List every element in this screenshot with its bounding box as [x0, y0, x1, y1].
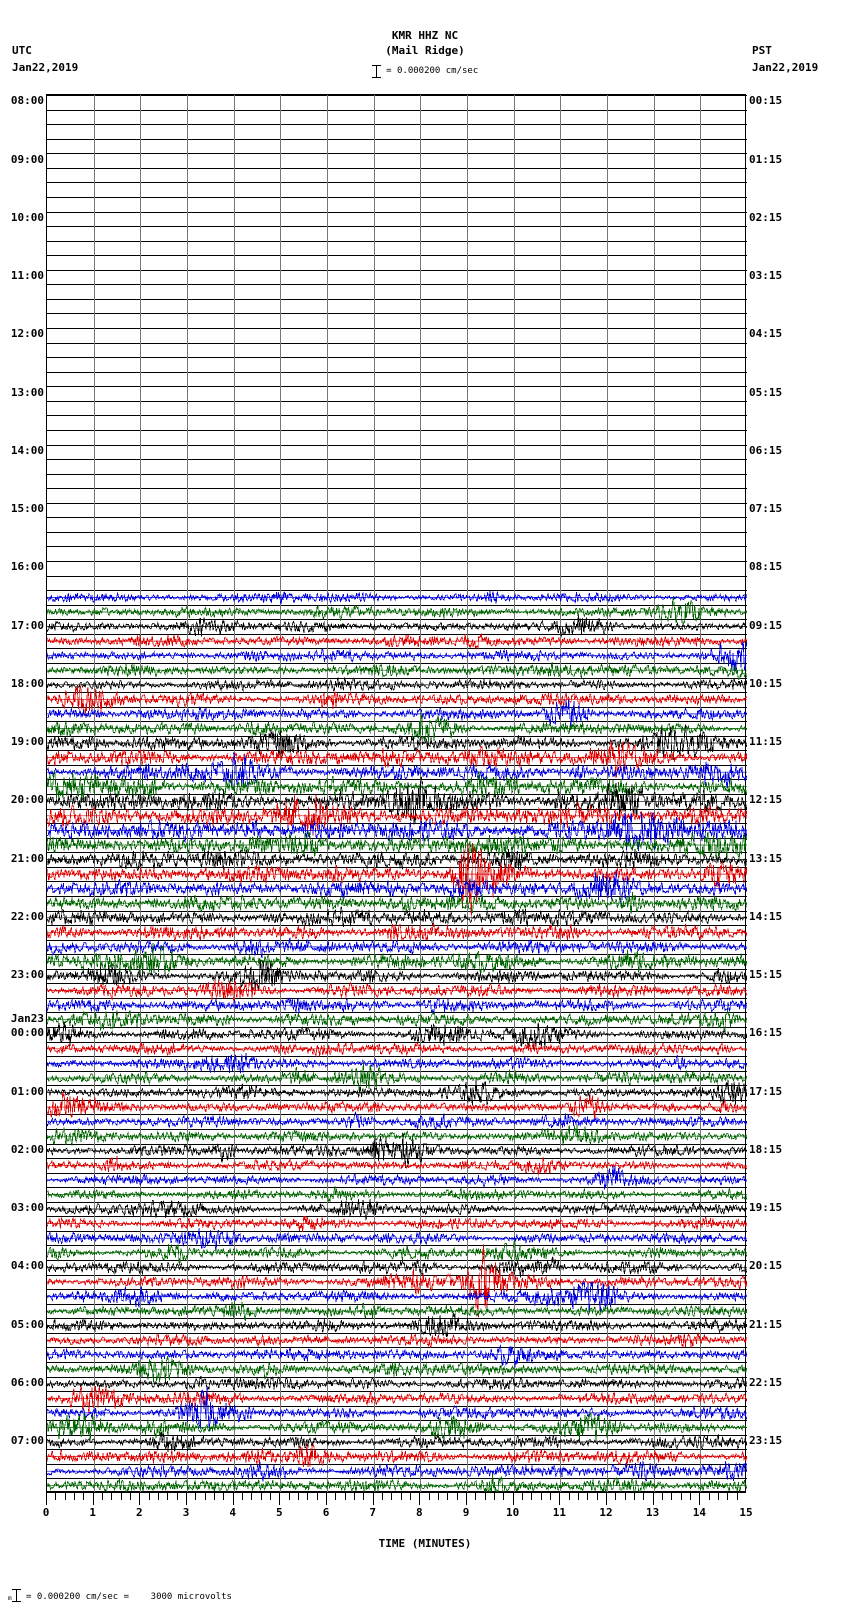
utc-label-11: 19:00 — [10, 735, 44, 749]
header-utc-date: Jan22,2019 — [12, 61, 79, 74]
footer-scale-note: m = 0.000200 cm/sec = 3000 microvolts — [8, 1589, 232, 1602]
station-name: (Mail Ridge) — [385, 44, 465, 57]
i-beam-scale-icon — [11, 1589, 21, 1602]
utc-label-15: 23:00 — [10, 968, 44, 982]
pst-label-17: 17:15 — [749, 1084, 783, 1098]
pst-label-18: 18:15 — [749, 1142, 783, 1156]
pst-label-9: 09:15 — [749, 618, 783, 632]
utc-label-14: 22:00 — [10, 909, 44, 923]
pst-label-6: 06:15 — [749, 443, 783, 457]
utc-label-0: 08:00 — [10, 94, 44, 108]
x-tick-label-8: 8 — [416, 1506, 423, 1519]
x-axis: 0 1 2 3 4 5 6 7 8 9 10 11 12 13 14 15 — [42, 1492, 753, 1522]
utc-label-8: 16:00 — [10, 560, 44, 574]
utc-label-1: 09:00 — [10, 152, 44, 166]
pst-label-21: 21:15 — [749, 1317, 783, 1331]
utc-label-24: 07:00 — [10, 1434, 44, 1448]
utc-label-7: 15:00 — [10, 502, 44, 516]
header-pst-block: PST Jan22,2019 — [752, 42, 818, 76]
x-tick-label-0: 0 — [42, 1506, 50, 1519]
utc-label-9: 17:00 — [10, 618, 44, 632]
seismic-traces — [47, 590, 747, 1493]
utc-label-10: 18:00 — [10, 676, 44, 690]
pst-label-12: 12:15 — [749, 793, 783, 807]
seismogram-plot — [46, 94, 747, 1493]
utc-label-4: 12:00 — [10, 327, 44, 341]
utc-label-3: 11:00 — [10, 269, 44, 283]
pst-label-14: 14:15 — [749, 909, 783, 923]
x-tick-label-3: 3 — [182, 1506, 190, 1519]
x-tick-label-15: 15 — [739, 1506, 753, 1519]
x-axis-ticks — [46, 1492, 746, 1505]
scale-legend-text: = 0.000200 cm/sec — [386, 66, 479, 76]
pst-label-0: 00:15 — [749, 94, 783, 108]
utc-label-19: 02:00 — [10, 1142, 44, 1156]
x-tick-label-10: 10 — [506, 1506, 520, 1519]
pst-label-10: 10:15 — [749, 676, 783, 690]
footer-text: = 0.000200 cm/sec = 3000 microvolts — [26, 1592, 232, 1602]
pst-label-16: 16:15 — [749, 1026, 783, 1040]
utc-label-16: Jan23 — [10, 1011, 44, 1025]
pst-label-23: 23:15 — [749, 1434, 783, 1448]
x-tick-label-12: 12 — [599, 1506, 613, 1519]
x-tick-label-13: 13 — [646, 1506, 660, 1519]
page-title: KMR HHZ NC — [391, 29, 459, 42]
pst-label-13: 13:15 — [749, 851, 783, 865]
i-beam-scale-icon — [371, 65, 381, 78]
scale-legend: = 0.000200 cm/sec — [0, 65, 850, 78]
utc-label-20: 03:00 — [10, 1201, 44, 1215]
pst-label-8: 08:15 — [749, 560, 783, 574]
x-tick-label-4: 4 — [229, 1506, 236, 1519]
header-utc-block: UTC Jan22,2019 — [12, 42, 78, 76]
utc-label-17: 00:00 — [10, 1026, 44, 1040]
header-pst-zone: PST — [752, 44, 772, 57]
utc-label-18: 01:00 — [10, 1084, 44, 1098]
utc-label-6: 14:00 — [10, 443, 44, 457]
x-tick-label-6: 6 — [322, 1506, 330, 1519]
utc-label-23: 06:00 — [10, 1375, 44, 1389]
pst-label-7: 07:15 — [749, 502, 783, 516]
pst-label-4: 04:15 — [749, 327, 783, 341]
x-tick-label-2: 2 — [136, 1506, 143, 1519]
utc-label-2: 10:00 — [10, 210, 44, 224]
pst-label-1: 01:15 — [749, 152, 783, 166]
pst-label-22: 22:15 — [749, 1375, 783, 1389]
x-axis-label: TIME (MINUTES) — [378, 1537, 472, 1550]
utc-label-21: 04:00 — [10, 1259, 44, 1273]
utc-label-22: 05:00 — [10, 1317, 44, 1331]
x-tick-label-14: 14 — [692, 1506, 706, 1519]
pst-label-5: 05:15 — [749, 385, 783, 399]
utc-label-5: 13:00 — [10, 385, 44, 399]
pst-label-2: 02:15 — [749, 210, 783, 224]
pst-label-11: 11:15 — [749, 735, 783, 749]
x-tick-label-11: 11 — [552, 1506, 566, 1519]
pst-label-15: 15:15 — [749, 968, 783, 982]
x-tick-label-7: 7 — [369, 1506, 376, 1519]
header-utc-zone: UTC — [12, 44, 32, 57]
header-title-block: KMR HHZ NC (Mail Ridge) — [0, 28, 850, 58]
pst-label-3: 03:15 — [749, 269, 783, 283]
x-tick-label-1: 1 — [89, 1506, 96, 1519]
footer-prefix: m — [8, 1595, 12, 1602]
pst-label-19: 19:15 — [749, 1201, 783, 1215]
utc-label-12: 20:00 — [10, 793, 44, 807]
x-tick-label-9: 9 — [462, 1506, 470, 1519]
utc-label-13: 21:00 — [10, 851, 44, 865]
header-pst-date: Jan22,2019 — [752, 61, 819, 74]
x-tick-label-5: 5 — [276, 1506, 283, 1519]
plot-grid — [47, 95, 747, 1493]
pst-label-20: 20:15 — [749, 1259, 783, 1273]
